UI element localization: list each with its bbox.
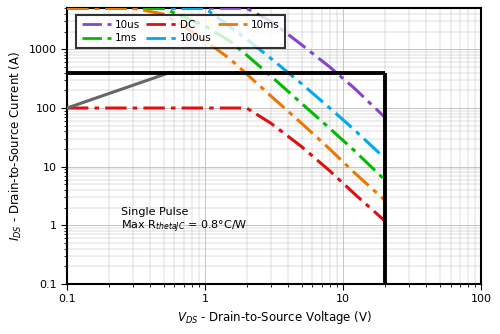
Y-axis label: $I_{DS}$ - Drain-to-Source Current (A): $I_{DS}$ - Drain-to-Source Current (A) <box>8 51 24 241</box>
Legend: 10us, 1ms, DC, 100us, 10ms: 10us, 1ms, DC, 100us, 10ms <box>76 15 285 48</box>
X-axis label: $V_{DS}$ - Drain-to-Source Voltage (V): $V_{DS}$ - Drain-to-Source Voltage (V) <box>176 309 372 326</box>
Text: Single Pulse
Max R$_{thetaJC}$ = 0.8°C/W: Single Pulse Max R$_{thetaJC}$ = 0.8°C/W <box>121 207 248 235</box>
